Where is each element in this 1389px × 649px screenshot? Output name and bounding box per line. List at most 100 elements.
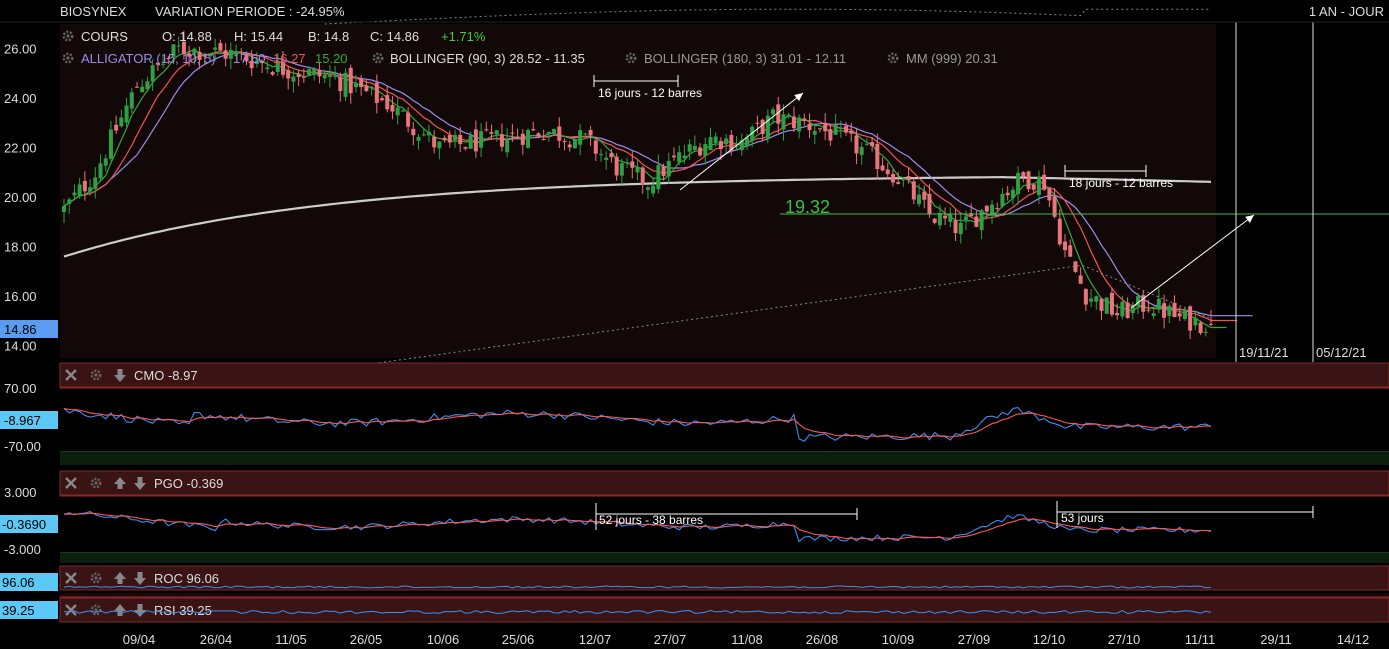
candle[interactable] — [948, 207, 953, 228]
candle[interactable] — [218, 39, 223, 51]
candle[interactable] — [322, 69, 327, 84]
candle[interactable] — [724, 133, 729, 155]
candle[interactable] — [1031, 184, 1036, 194]
alligator-settings-gear-icon[interactable] — [62, 52, 74, 64]
mm-gear-icon[interactable] — [887, 52, 899, 64]
candle[interactable] — [1209, 310, 1213, 326]
candle[interactable] — [854, 127, 859, 165]
candle[interactable] — [990, 200, 995, 224]
candle[interactable] — [265, 60, 270, 74]
candle[interactable] — [619, 158, 624, 185]
candle[interactable] — [129, 87, 134, 114]
candle[interactable] — [1188, 305, 1193, 340]
candle[interactable] — [1089, 289, 1094, 308]
candle[interactable] — [286, 66, 291, 90]
candle[interactable] — [505, 128, 510, 158]
candle[interactable] — [380, 95, 385, 102]
candle[interactable] — [312, 67, 317, 81]
candle[interactable] — [917, 184, 922, 207]
candle[interactable] — [1198, 320, 1203, 336]
candle[interactable] — [797, 114, 802, 139]
candle[interactable] — [656, 154, 661, 194]
candle[interactable] — [1151, 308, 1156, 320]
candle[interactable] — [1047, 188, 1052, 207]
candle[interactable] — [1162, 294, 1167, 329]
candle[interactable] — [1146, 300, 1151, 313]
close-icon[interactable] — [65, 572, 77, 584]
candle[interactable] — [416, 134, 421, 150]
candle[interactable] — [1136, 292, 1141, 315]
candle[interactable] — [479, 123, 484, 158]
candle[interactable] — [588, 126, 593, 147]
candle[interactable] — [1000, 187, 1005, 209]
candle[interactable] — [364, 79, 369, 93]
candle[interactable] — [406, 107, 411, 133]
candle[interactable] — [906, 167, 911, 184]
candle[interactable] — [1141, 290, 1146, 320]
candle[interactable] — [708, 127, 713, 151]
candle[interactable] — [531, 121, 536, 132]
candle[interactable] — [213, 38, 218, 61]
candle[interactable] — [984, 204, 989, 218]
candle[interactable] — [72, 184, 77, 200]
duration-marker[interactable]: 16 jours - 12 barres — [593, 75, 702, 100]
candle[interactable] — [270, 70, 275, 76]
candle[interactable] — [838, 120, 843, 138]
candle[interactable] — [849, 123, 854, 142]
close-icon[interactable] — [65, 477, 77, 489]
candle[interactable] — [249, 50, 254, 76]
candle[interactable] — [1120, 295, 1125, 320]
candle[interactable] — [67, 197, 72, 214]
candle[interactable] — [187, 45, 192, 67]
candle[interactable] — [239, 48, 244, 61]
candle[interactable] — [578, 124, 583, 156]
candle[interactable] — [786, 112, 791, 119]
candle[interactable] — [1068, 239, 1073, 258]
candle[interactable] — [155, 62, 160, 71]
candle[interactable] — [812, 123, 817, 145]
candle[interactable] — [520, 129, 525, 155]
candle[interactable] — [890, 169, 895, 187]
candle[interactable] — [385, 86, 390, 113]
candle[interactable] — [1083, 288, 1088, 311]
candle[interactable] — [119, 109, 124, 128]
candle[interactable] — [234, 44, 239, 57]
candle[interactable] — [1036, 170, 1041, 204]
candle[interactable] — [197, 46, 202, 69]
candle[interactable] — [1167, 303, 1172, 324]
candle[interactable] — [1063, 234, 1068, 258]
candle[interactable] — [609, 149, 614, 163]
candle[interactable] — [718, 137, 723, 160]
candle[interactable] — [343, 68, 348, 102]
candle[interactable] — [166, 55, 171, 65]
candle[interactable] — [359, 75, 364, 96]
candle[interactable] — [932, 217, 937, 225]
candle[interactable] — [823, 113, 828, 141]
candle[interactable] — [1094, 295, 1099, 310]
candle[interactable] — [729, 129, 734, 156]
candle[interactable] — [223, 43, 228, 67]
settings-gear-icon[interactable] — [90, 572, 102, 584]
candle[interactable] — [943, 207, 948, 225]
move-up-icon[interactable] — [114, 572, 126, 579]
candle[interactable] — [327, 65, 332, 88]
candle[interactable] — [687, 139, 692, 160]
candle[interactable] — [260, 59, 265, 73]
candle[interactable] — [546, 131, 551, 142]
candle[interactable] — [640, 166, 645, 194]
candle[interactable] — [77, 178, 82, 199]
candle[interactable] — [1130, 301, 1135, 320]
candle[interactable] — [1021, 171, 1026, 183]
candle[interactable] — [817, 128, 822, 133]
candle[interactable] — [307, 66, 312, 77]
candle[interactable] — [661, 163, 666, 181]
candle[interactable] — [1177, 306, 1182, 322]
candle[interactable] — [390, 96, 395, 120]
candle[interactable] — [625, 157, 630, 169]
candle[interactable] — [599, 148, 604, 162]
candle[interactable] — [145, 76, 150, 92]
candle[interactable] — [1005, 186, 1010, 201]
candle[interactable] — [760, 118, 765, 142]
candle[interactable] — [911, 177, 916, 205]
candle[interactable] — [1057, 209, 1062, 247]
